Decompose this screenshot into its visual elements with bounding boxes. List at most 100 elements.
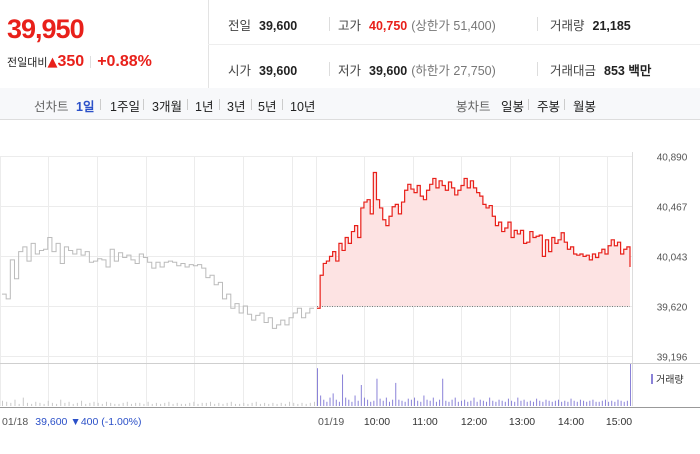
prev-date: 01/18: [2, 416, 28, 428]
volume-bar-today: [614, 401, 616, 406]
x-tick-label: 12:00: [461, 416, 487, 428]
volume-bar-prev: [110, 402, 112, 406]
volume-bar-prev: [280, 402, 282, 406]
volume-bar-today: [567, 401, 569, 406]
volume-bar-today: [332, 393, 334, 406]
change-row: 전일대비▲350 +0.88%: [7, 53, 152, 71]
chart-lines: [2, 171, 631, 329]
prev-day-info: 01/18 39,600 ▼400 (-1.00%): [2, 416, 142, 428]
volume-bar-today: [404, 401, 406, 406]
volume-bar-prev: [47, 400, 49, 406]
volume-bar-today: [342, 374, 344, 406]
volume-bar-prev: [139, 402, 141, 406]
volume-bar-prev: [72, 403, 74, 406]
volume-bar-prev: [76, 402, 78, 406]
volume-bar-today: [570, 398, 572, 406]
divider: [537, 62, 538, 76]
volume-bar-prev: [160, 403, 162, 406]
volume-bar-prev: [172, 403, 174, 406]
volume-bar-prev: [164, 402, 166, 406]
price-box: 39,950 전일대비▲350 +0.88%: [0, 0, 209, 88]
tab-weekly-candle[interactable]: 주봉: [537, 100, 561, 114]
volume-bar-prev: [284, 403, 286, 406]
volume-bar-today: [545, 399, 547, 406]
volume-bar-today: [385, 397, 387, 406]
volume-bar-today: [395, 382, 397, 406]
volume-bar-today: [345, 397, 347, 406]
volume-bar-today: [442, 378, 444, 406]
volume-bar-today: [611, 400, 613, 406]
volume-bar-today: [523, 399, 525, 406]
x-tick-label: 15:00: [606, 416, 632, 428]
volume-bar-prev: [2, 400, 3, 406]
tab-1y[interactable]: 1년: [195, 100, 214, 114]
volume-bar-prev: [218, 402, 220, 406]
volume-bar-prev: [114, 403, 116, 406]
y-tick-label: 39,620: [657, 303, 688, 314]
volume-bar-today: [532, 401, 534, 406]
tab-3y[interactable]: 3년: [227, 100, 246, 114]
price-chart[interactable]: 40,890 40,467 40,043 39,620 39,196 01/18 39,6…: [0, 120, 700, 450]
volume-bar-prev: [85, 403, 87, 406]
volume-bar-today: [417, 400, 419, 406]
tab-monthly-candle[interactable]: 월봉: [573, 100, 597, 114]
volume-bar-today: [620, 400, 622, 406]
tab-1w[interactable]: 1주일: [110, 100, 140, 114]
volume-bar-prev: [305, 403, 307, 406]
volume-bar-prev: [106, 401, 107, 406]
volume-bar-today: [542, 401, 544, 406]
volume-bar-today: [435, 401, 437, 406]
volume-legend: 거래량: [651, 374, 684, 386]
volume-bar-today: [595, 401, 597, 406]
tab-1d[interactable]: 1일: [76, 100, 95, 114]
volume-bar-today: [601, 400, 603, 406]
volume-bar-today: [548, 400, 550, 406]
tab-daily-candle[interactable]: 일봉: [501, 100, 525, 114]
volume-bar-today: [579, 399, 581, 406]
stat-value: 39,600: [369, 64, 408, 78]
volume-bar-prev: [135, 402, 137, 406]
volume-bar-today: [326, 401, 328, 406]
stat-label: 시가: [228, 64, 252, 78]
tab-5y[interactable]: 5년: [258, 100, 277, 114]
volume-bar-today: [551, 401, 553, 406]
volume-bar-prev: [35, 401, 37, 406]
volume-bar-prev: [251, 402, 253, 406]
stat-value: 39,600: [259, 64, 298, 78]
volume-bar-today: [388, 401, 390, 406]
volume-bar-prev: [197, 403, 199, 406]
y-tick-label: 39,196: [657, 353, 688, 364]
volume-bar-today: [558, 399, 560, 406]
tab-10y[interactable]: 10년: [290, 100, 316, 114]
volume-bar-prev: [222, 403, 224, 406]
stat-value: 40,750: [369, 19, 408, 33]
x-tick-label: 14:00: [558, 416, 584, 428]
volume-bar-today: [495, 401, 497, 406]
volume-bar-prev: [309, 402, 311, 406]
volume-bar-today: [470, 400, 472, 406]
volume-bar-prev: [68, 401, 70, 406]
volume-bar-prev: [18, 403, 20, 406]
volume-bar-prev: [272, 402, 274, 406]
change-amount: 350: [57, 53, 85, 70]
volume-bar-prev: [118, 403, 120, 406]
volume-bar-today: [401, 400, 403, 406]
divider: [282, 99, 283, 110]
volume-bar-prev: [143, 403, 145, 406]
line-chart-label: 선차트: [34, 100, 69, 114]
volume-bar-prev: [176, 402, 178, 406]
tab-3m[interactable]: 3개월: [152, 100, 182, 114]
volume-bar-prev: [89, 402, 91, 406]
volume-bar-prev: [60, 399, 62, 406]
volume-bar-prev: [147, 401, 149, 406]
volume-bar-today: [392, 399, 394, 406]
volume-bar-today: [451, 399, 453, 406]
volume-bar-today: [320, 395, 322, 406]
x-tick-label: 11:00: [412, 416, 438, 428]
volume-bar-today: [370, 401, 372, 406]
divider: [537, 17, 538, 31]
volume-bar-prev: [243, 402, 245, 406]
volume-bar-today: [598, 401, 600, 406]
volume-bar-today: [529, 400, 531, 406]
volume-bar-prev: [14, 399, 16, 406]
